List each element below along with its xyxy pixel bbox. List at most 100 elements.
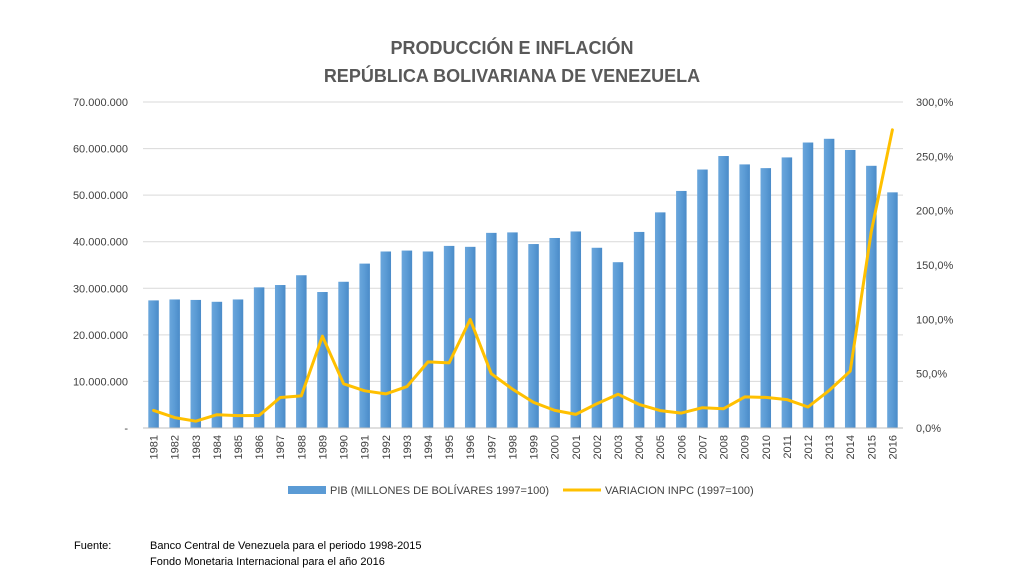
x-tick-label: 2010 <box>761 435 773 459</box>
y-left-tick-label: 30.000.000 <box>73 283 128 295</box>
x-tick-label: 1997 <box>486 435 498 459</box>
bar <box>274 285 286 428</box>
x-tick-label: 2012 <box>803 435 815 459</box>
bar-series <box>148 138 898 429</box>
legend-label-inpc: VARIACION INPC (1997=100) <box>605 485 754 497</box>
bar <box>211 301 223 428</box>
x-tick-label: 2007 <box>697 435 709 459</box>
x-tick-label: 1982 <box>170 435 182 459</box>
bar <box>676 190 687 428</box>
x-tick-label: 2016 <box>887 435 899 459</box>
line-inpc <box>152 128 894 423</box>
bar <box>507 232 518 428</box>
x-tick-label: 2013 <box>824 435 836 459</box>
y-left-tick-label: 70.000.000 <box>73 97 128 109</box>
x-tick-label: 1988 <box>296 435 308 459</box>
y-left-tick-label: 60.000.000 <box>73 144 128 156</box>
y-right-tick-label: 50,0% <box>916 369 947 381</box>
x-tick-label: 1991 <box>360 435 372 459</box>
bar <box>148 300 159 428</box>
y-left-tick-label: - <box>124 423 128 435</box>
bar <box>169 299 180 428</box>
y-right-tick-label: 200,0% <box>916 206 954 218</box>
bar <box>443 245 455 428</box>
chart-title: PRODUCCIÓN E INFLACIÓN REPÚBLICA BOLIVAR… <box>0 34 1024 90</box>
bar <box>464 246 476 428</box>
y-left-tick-label: 40.000.000 <box>73 237 128 249</box>
bar <box>401 250 413 428</box>
x-tick-label: 1984 <box>212 435 224 459</box>
y-right-tick-label: 250,0% <box>916 151 954 163</box>
chart-title-line1: PRODUCCIÓN E INFLACIÓN <box>390 38 634 58</box>
x-tick-label: 2009 <box>740 435 752 459</box>
x-tick-label: 1995 <box>444 435 456 459</box>
bar <box>253 287 265 428</box>
source-line-2: Fondo Monetaria Internacional para el añ… <box>150 556 385 568</box>
bar <box>190 299 202 428</box>
x-tick-label: 1989 <box>317 435 329 459</box>
bar <box>739 164 750 429</box>
y-left-tick-label: 10.000.000 <box>73 376 128 388</box>
axes: - 10.000.000 20.000.000 30.000.000 40.000.00… <box>73 97 954 459</box>
x-tick-label: 2011 <box>782 435 794 459</box>
y-right-tick-label: 0,0% <box>916 423 941 435</box>
x-tick-label: 1987 <box>275 435 287 459</box>
x-tick-label: 1993 <box>402 435 414 459</box>
y-left-tick-label: 50.000.000 <box>73 190 128 202</box>
x-tick-label: 2004 <box>634 435 646 459</box>
x-tick-label: 2015 <box>866 435 878 459</box>
bar <box>781 157 793 429</box>
x-tick-label: 2000 <box>550 435 562 459</box>
bar <box>760 168 772 429</box>
bar <box>697 169 708 428</box>
y-right-tick-label: 150,0% <box>916 260 954 272</box>
line-series <box>152 128 894 423</box>
bar <box>570 231 582 428</box>
x-tick-label: 2003 <box>613 435 625 459</box>
bar <box>549 237 560 428</box>
x-tick-label: 1983 <box>191 435 203 459</box>
y-right-tick-label: 100,0% <box>916 314 954 326</box>
source-label: Fuente: <box>74 540 112 552</box>
bar <box>486 232 497 428</box>
bar <box>654 212 666 428</box>
x-tick-label: 2001 <box>571 435 583 459</box>
legend-label-pib: PIB (MILLONES DE BOLÍVARES 1997=100) <box>330 484 549 497</box>
bar <box>844 149 856 428</box>
bar <box>612 262 624 428</box>
bar <box>338 281 349 428</box>
bar <box>718 156 729 428</box>
bar <box>422 251 434 428</box>
x-tick-label: 2002 <box>592 435 604 459</box>
legend: PIB (MILLONES DE BOLÍVARES 1997=100) VAR… <box>288 484 754 497</box>
x-tick-label: 1996 <box>465 435 477 459</box>
x-tick-label: 2008 <box>719 435 731 459</box>
x-tick-label: 1985 <box>233 435 245 459</box>
bar <box>591 247 603 428</box>
x-tick-label: 1994 <box>423 435 435 459</box>
x-tick-label: 1986 <box>254 435 266 459</box>
bar <box>633 231 645 428</box>
bar <box>359 263 370 428</box>
x-tick-label: 1990 <box>339 435 351 459</box>
x-tick-label: 1981 <box>149 435 161 459</box>
bar <box>866 165 877 428</box>
chart-subtitle: REPÚBLICA BOLIVARIANA DE VENEZUELA <box>323 66 701 86</box>
bar <box>317 292 328 428</box>
bar <box>887 192 898 428</box>
bar <box>528 244 539 428</box>
x-tick-label: 2006 <box>676 435 688 459</box>
bar <box>296 275 307 428</box>
x-tick-label: 1992 <box>381 435 393 459</box>
bar <box>823 138 835 428</box>
bar <box>802 142 814 428</box>
legend-swatch-pib <box>288 486 326 494</box>
x-tick-label: 1998 <box>507 435 519 459</box>
y-left-tick-label: 20.000.000 <box>73 330 128 342</box>
x-tick-label: 1999 <box>529 435 541 459</box>
source-line-1: Banco Central de Venezuela para el perio… <box>150 540 422 552</box>
y-right-tick-label: 300,0% <box>916 97 954 109</box>
bar <box>380 251 392 428</box>
x-tick-label: 2014 <box>845 435 857 459</box>
